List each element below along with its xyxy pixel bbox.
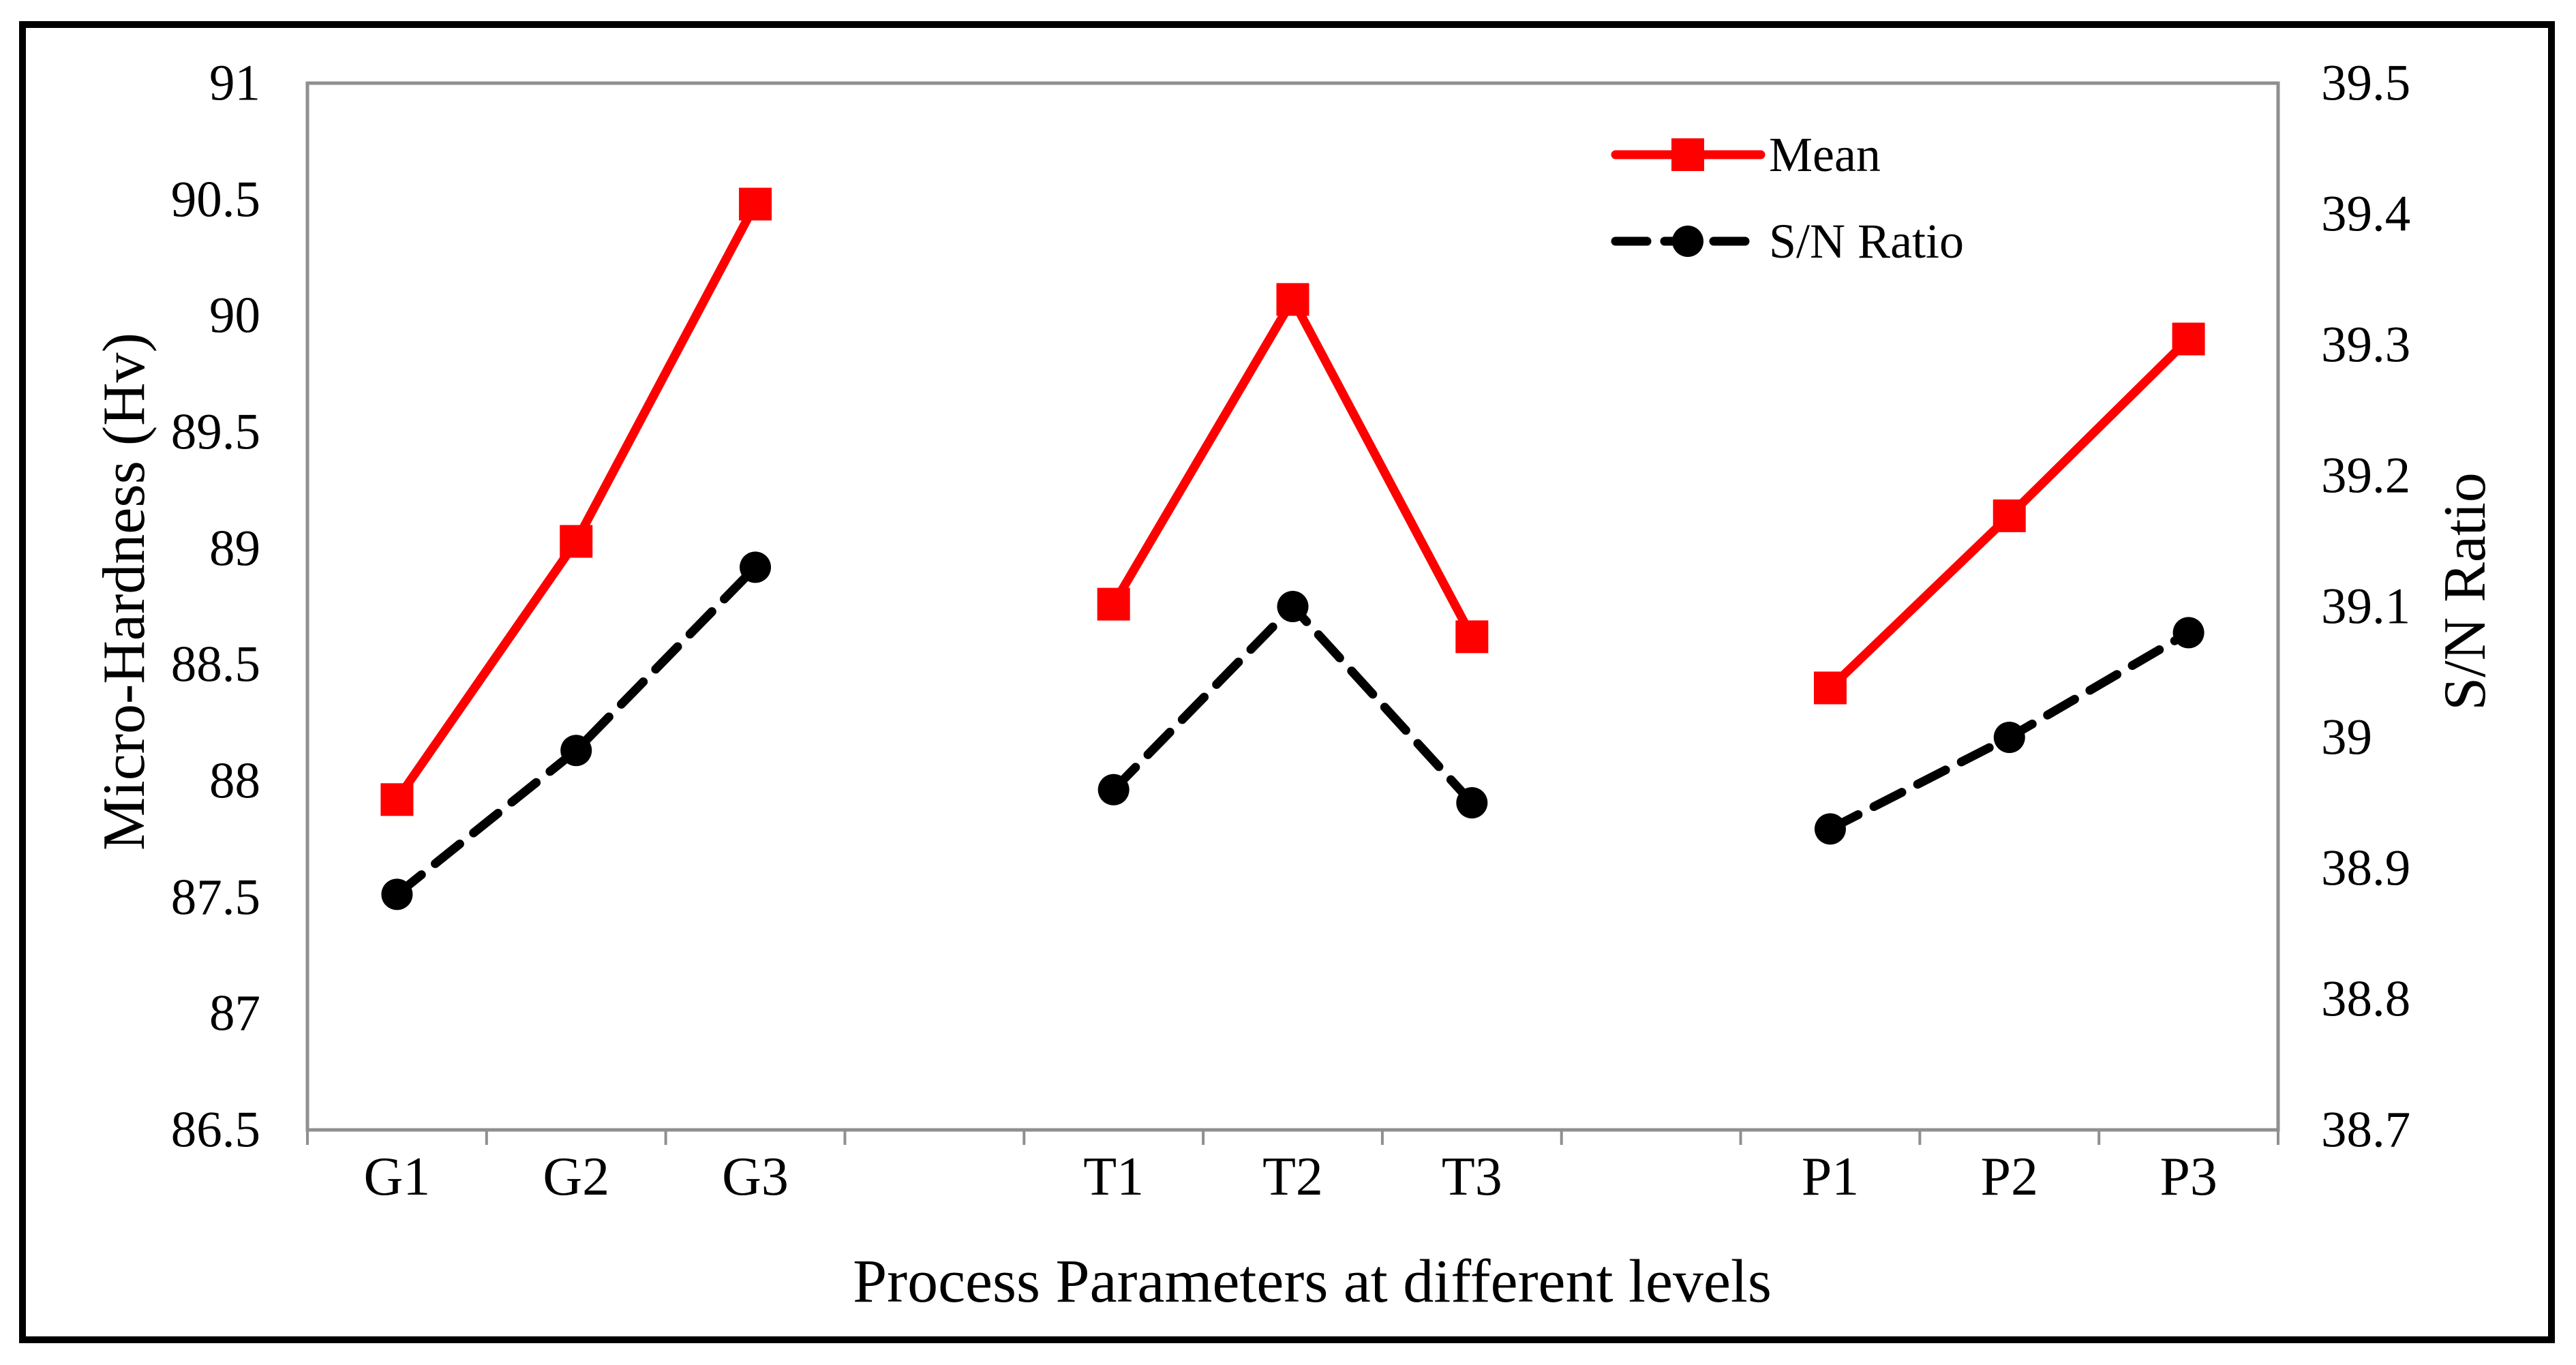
x-category-label: P2 [1980,1147,2039,1207]
y-right-tick-label: 39.1 [2321,578,2411,635]
y-right-tick-label: 39.5 [2321,55,2411,112]
legend-marker-mean [1671,138,1704,171]
y-right-tick-label: 39.2 [2321,447,2411,504]
y-left-tick-label: 86.5 [170,1101,260,1159]
series-line-mean [1109,290,1476,641]
data-point-mean [1276,283,1309,316]
x-category-label: G3 [722,1147,789,1207]
data-point-mean [1813,671,1847,705]
x-axis-title: Process Parameters at different levels [853,1248,1772,1315]
data-point-mean [1992,499,2026,532]
data-point-sn-ratio [2172,617,2204,649]
y-left-tick-label: 90 [209,287,260,344]
data-point-sn-ratio [740,551,772,583]
data-point-mean [1455,620,1489,654]
y-right-tick-label: 38.9 [2321,840,2411,897]
y-left-tick-label: 91 [209,55,260,112]
data-point-sn-ratio [381,878,413,910]
x-category-label: G2 [543,1147,610,1207]
y-right-tick-label: 38.7 [2321,1101,2411,1159]
legend-label-sn-ratio: S/N Ratio [1769,214,1965,269]
y-right-tick-label: 39.4 [2321,185,2411,243]
series-line-sn-ratio [392,562,760,899]
y-right-tick-label: 39 [2321,709,2372,766]
plot-area-border [305,81,2280,1132]
y-right-tick-label: 39.3 [2321,316,2411,373]
data-point-sn-ratio [1814,813,1846,845]
y-left-tick-label: 87.5 [170,869,260,926]
x-category-label: P3 [2160,1147,2217,1207]
y-left-tick-label: 90.5 [170,171,260,228]
x-category-label: T1 [1083,1147,1145,1207]
x-category-label: G1 [363,1147,431,1207]
data-point-mean [2172,322,2205,356]
figure-outer-border [19,21,2555,1343]
series-line-mean [392,199,760,804]
data-point-sn-ratio [560,735,592,767]
y-right-tick-label: 38.8 [2321,970,2411,1028]
x-category-label: P1 [1801,1147,1860,1207]
data-point-sn-ratio [1456,787,1488,818]
y-left-tick-label: 89.5 [170,403,260,461]
data-point-sn-ratio [1277,591,1309,622]
legend-marker-sn-ratio [1672,226,1703,257]
data-point-mean [1097,587,1130,621]
data-point-sn-ratio [1993,722,2025,753]
data-point-sn-ratio [1097,773,1130,806]
legend-label-mean: Mean [1769,127,1881,182]
y-axis-right-title: S/N Ratio [2432,472,2498,711]
y-left-tick-label: 87 [209,985,260,1042]
y-left-tick-label: 88 [209,752,260,810]
x-category-label: T3 [1441,1147,1502,1207]
data-point-mean [380,783,414,816]
y-left-tick-label: 88.5 [170,636,260,693]
y-left-tick-label: 89 [209,520,260,577]
x-category-label: T2 [1262,1147,1323,1207]
data-point-mean [739,187,772,221]
y-axis-left-title: Micro-Hardness (Hv) [91,333,157,850]
series-line-sn-ratio [1109,600,1476,808]
data-point-mean [560,525,593,558]
